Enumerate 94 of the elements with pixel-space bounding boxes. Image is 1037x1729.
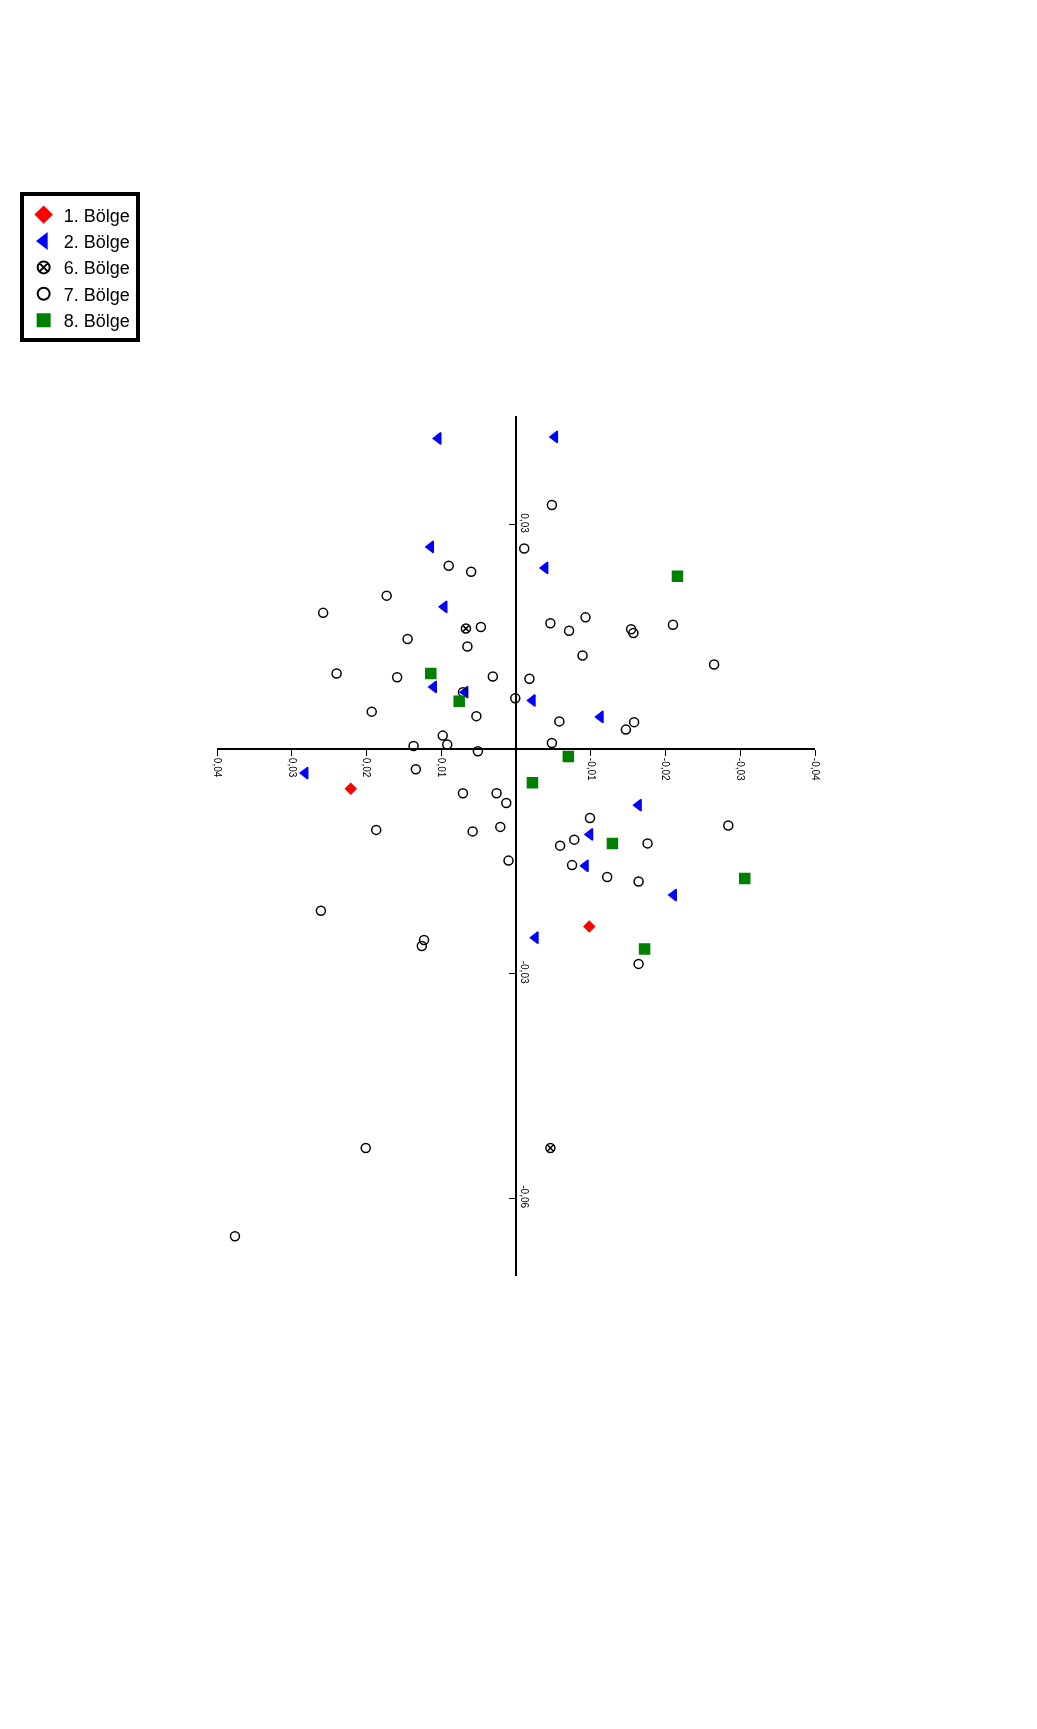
point xyxy=(606,837,619,850)
y-tick-label: 0,03 xyxy=(518,513,530,534)
point xyxy=(625,624,637,635)
x-tick-label: -0,01 xyxy=(585,757,597,782)
point xyxy=(503,855,514,866)
point xyxy=(569,834,580,845)
point xyxy=(510,692,521,704)
point xyxy=(491,787,502,799)
point xyxy=(428,680,438,694)
point xyxy=(601,871,613,883)
point xyxy=(432,431,442,445)
point xyxy=(671,570,684,582)
point xyxy=(315,905,327,916)
point xyxy=(584,827,594,841)
point xyxy=(545,1142,556,1154)
point xyxy=(472,746,484,757)
point xyxy=(546,499,558,511)
point xyxy=(594,710,604,724)
point xyxy=(453,695,465,707)
legend-label: 7. Bölge xyxy=(63,284,130,305)
point xyxy=(443,560,454,571)
point xyxy=(425,667,437,680)
legend-label: 1. Bölge xyxy=(63,205,130,226)
point xyxy=(518,543,530,554)
y-tick-label: -0,06 xyxy=(518,1185,530,1209)
point xyxy=(391,671,403,683)
point xyxy=(526,777,539,789)
point xyxy=(667,619,679,631)
point xyxy=(495,821,506,833)
legend-label: 8. Bölge xyxy=(63,311,130,332)
point xyxy=(467,826,478,837)
point xyxy=(633,958,644,970)
point xyxy=(584,812,596,824)
legend-label: 6. Bölge xyxy=(63,258,130,279)
point xyxy=(410,764,422,775)
point xyxy=(487,671,499,682)
x-tick-label: -0,03 xyxy=(735,757,746,782)
point xyxy=(723,820,734,831)
point xyxy=(460,623,472,634)
point xyxy=(632,798,642,812)
point xyxy=(642,838,653,849)
point xyxy=(526,693,536,707)
point xyxy=(524,673,535,684)
point xyxy=(501,797,512,809)
point xyxy=(667,888,677,902)
point xyxy=(549,430,559,444)
point xyxy=(366,706,377,717)
point xyxy=(475,621,487,633)
point xyxy=(708,659,720,670)
point xyxy=(471,710,482,722)
point xyxy=(562,750,575,763)
point xyxy=(529,931,539,945)
point xyxy=(577,650,588,661)
x-tick-label: -0,04 xyxy=(809,757,821,782)
point xyxy=(579,859,589,873)
point xyxy=(229,1231,241,1242)
point xyxy=(317,607,329,619)
point xyxy=(633,876,644,887)
point xyxy=(539,561,549,575)
x-tick-label: 0,03 xyxy=(286,757,298,778)
x-tick-label: 0,04 xyxy=(211,757,223,778)
point xyxy=(462,641,473,652)
point xyxy=(370,824,382,836)
point xyxy=(566,859,578,871)
point xyxy=(638,943,651,955)
point xyxy=(583,920,596,933)
point xyxy=(580,612,591,623)
point xyxy=(554,840,566,851)
point xyxy=(465,566,477,577)
x-tick-label: 0,01 xyxy=(436,757,447,778)
point xyxy=(628,627,639,639)
legend-label: 2. Bölge xyxy=(63,232,130,253)
point xyxy=(457,787,469,799)
point xyxy=(545,618,556,629)
point xyxy=(437,730,448,741)
point xyxy=(299,766,309,780)
point xyxy=(344,782,357,795)
point xyxy=(418,934,430,946)
point xyxy=(554,716,565,727)
point xyxy=(331,668,342,679)
point xyxy=(546,737,558,749)
point xyxy=(402,633,413,645)
point xyxy=(620,724,632,735)
x-tick-label: -0,02 xyxy=(660,757,672,782)
point xyxy=(381,590,392,601)
point xyxy=(416,940,428,952)
point xyxy=(360,1142,371,1154)
x-tick-label: 0,02 xyxy=(361,757,373,778)
point xyxy=(438,600,448,614)
y-tick-label: -0,03 xyxy=(518,960,530,984)
point xyxy=(628,716,640,728)
point xyxy=(738,872,751,885)
point xyxy=(425,540,435,554)
point xyxy=(563,625,575,637)
